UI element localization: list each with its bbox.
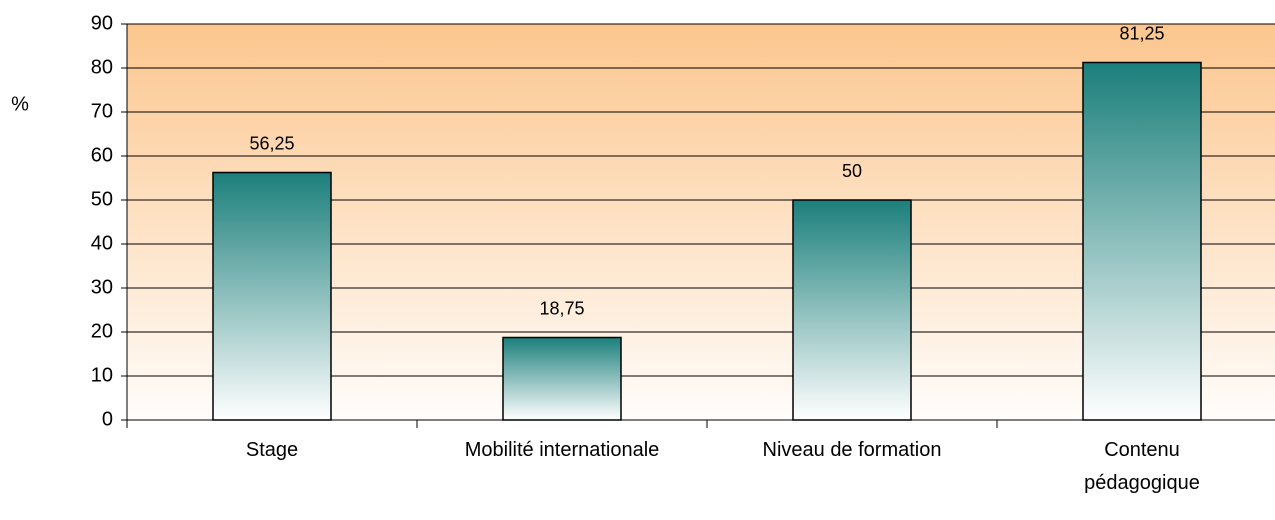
- y-axis-label: %: [11, 93, 29, 115]
- y-tick-label: 40: [91, 232, 113, 254]
- x-tick-label: Stage: [245, 439, 299, 461]
- bar: [1082, 61, 1202, 421]
- y-tick-label: 80: [91, 56, 113, 78]
- y-tick-label: 20: [91, 320, 113, 342]
- y-tick-label: 70: [91, 100, 113, 122]
- y-tick-label: 50: [91, 188, 113, 210]
- y-tick-label: 90: [91, 12, 113, 34]
- y-tick-label: 0: [102, 408, 113, 430]
- bar: [212, 171, 332, 421]
- bar: [792, 199, 912, 421]
- x-tick-label: Niveau de formation: [762, 439, 942, 461]
- y-tick-label: 30: [91, 276, 113, 298]
- x-tick-label: Mobilité internationale: [464, 439, 660, 461]
- bar: [502, 336, 622, 421]
- value-label: 56,25: [249, 133, 294, 153]
- x-tick-label: Contenu pédagogique: [1084, 439, 1200, 494]
- y-tick-label: 10: [91, 364, 113, 386]
- value-label: 18,75: [539, 298, 584, 318]
- value-label: 50: [842, 161, 862, 181]
- y-tick-label: 60: [91, 144, 113, 166]
- value-label: 81,25: [1119, 23, 1164, 43]
